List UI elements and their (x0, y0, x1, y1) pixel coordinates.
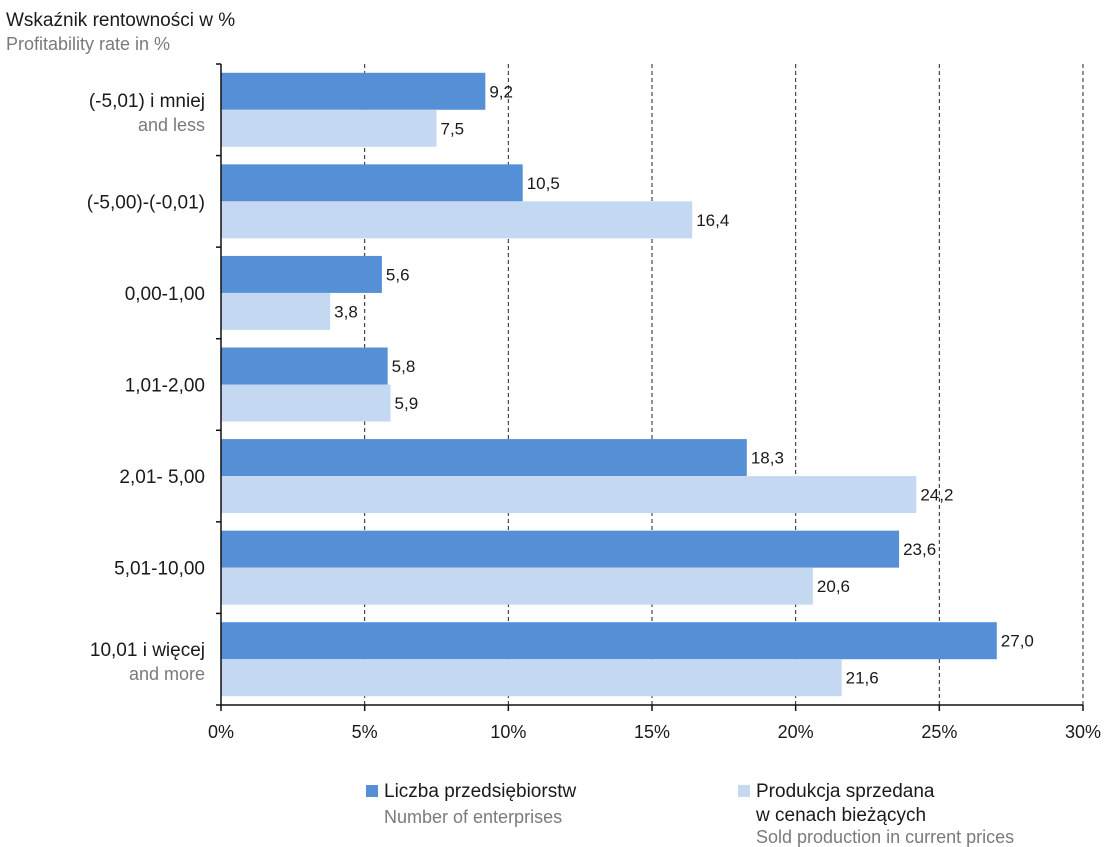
legend-label-sold-production-en: Sold production in current prices (756, 827, 1014, 847)
legend: Liczba przedsiębiorstw Number of enterpr… (366, 781, 1014, 847)
bar-s0-c0 (221, 72, 486, 110)
data-label-s1-c5: 20,6 (817, 577, 850, 596)
data-label-s1-c1: 16,4 (696, 211, 729, 230)
legend-label-enterprises-en: Number of enterprises (384, 807, 562, 827)
legend-label-sold-production-line2: w cenach bieżących (755, 805, 926, 826)
legend-label-sold-production: Produkcja sprzedana (756, 781, 935, 802)
data-label-s0-c1: 10,5 (527, 174, 560, 193)
x-tick-label-2: 10% (490, 722, 526, 742)
bar-s1-c1 (221, 201, 693, 239)
bar-s0-c3 (221, 347, 388, 385)
axes: 0% 5% 10% 15% 20% 25% 30% (208, 63, 1101, 742)
bar-s0-c1 (221, 164, 523, 202)
category-label-2: 0,00-1,00 (125, 284, 205, 305)
x-tick-label-4: 20% (778, 722, 814, 742)
bar-s0-c2 (221, 255, 382, 293)
data-label-s0-c5: 23,6 (903, 540, 936, 559)
x-tick-label-0: 0% (208, 722, 234, 742)
chart-subtitle: Profitability rate in % (6, 34, 170, 54)
category-label-1: (-5,00)-(-0,01) (87, 192, 205, 213)
category-sublabel-0: and less (138, 115, 205, 135)
x-tick-label-3: 15% (634, 722, 670, 742)
category-sublabel-6: and more (129, 664, 205, 684)
data-label-s0-c6: 27,0 (1001, 632, 1034, 651)
x-tick-label-6: 30% (1065, 722, 1101, 742)
bar-s1-c4 (221, 476, 917, 514)
gridlines (364, 64, 1084, 705)
category-label-5: 5,01-10,00 (114, 559, 205, 580)
data-label-s1-c4: 24,2 (920, 486, 953, 505)
legend-swatch-sold-production (738, 785, 750, 797)
bar-s1-c2 (221, 292, 331, 330)
category-label-0: (-5,01) i mniej (89, 91, 205, 112)
bar-s1-c3 (221, 384, 391, 422)
bars: 9,2 7,5 10,5 16,4 5,6 3,8 5,8 5,9 18,3 24,2 23,6 20… (221, 72, 1034, 697)
data-label-s1-c2: 3,8 (334, 302, 358, 321)
data-label-s0-c2: 5,6 (386, 265, 410, 284)
legend-label-enterprises: Liczba przedsiębiorstw (384, 781, 576, 802)
bar-s0-c5 (221, 530, 900, 568)
category-label-3: 1,01-2,00 (125, 376, 205, 397)
bar-s1-c6 (221, 659, 842, 697)
bar-s0-c4 (221, 439, 747, 477)
data-label-s0-c3: 5,8 (392, 357, 416, 376)
x-tick-label-1: 5% (352, 722, 378, 742)
data-label-s1-c0: 7,5 (441, 119, 465, 138)
legend-swatch-enterprises (366, 785, 378, 797)
bar-s1-c0 (221, 109, 437, 147)
category-labels: (-5,01) i mniej and less (-5,00)-(-0,01) 0,… (87, 91, 205, 684)
x-tick-label-5: 25% (921, 722, 957, 742)
bar-s0-c6 (221, 622, 997, 660)
bar-s1-c5 (221, 567, 813, 605)
category-label-6: 10,01 i więcej (90, 640, 205, 661)
data-label-s0-c4: 18,3 (751, 449, 784, 468)
data-label-s1-c6: 21,6 (846, 669, 879, 688)
data-label-s1-c3: 5,9 (395, 394, 419, 413)
chart-title: Wskaźnik rentowności w % (6, 10, 235, 31)
data-label-s0-c0: 9,2 (489, 82, 513, 101)
category-label-4: 2,01- 5,00 (119, 467, 205, 488)
